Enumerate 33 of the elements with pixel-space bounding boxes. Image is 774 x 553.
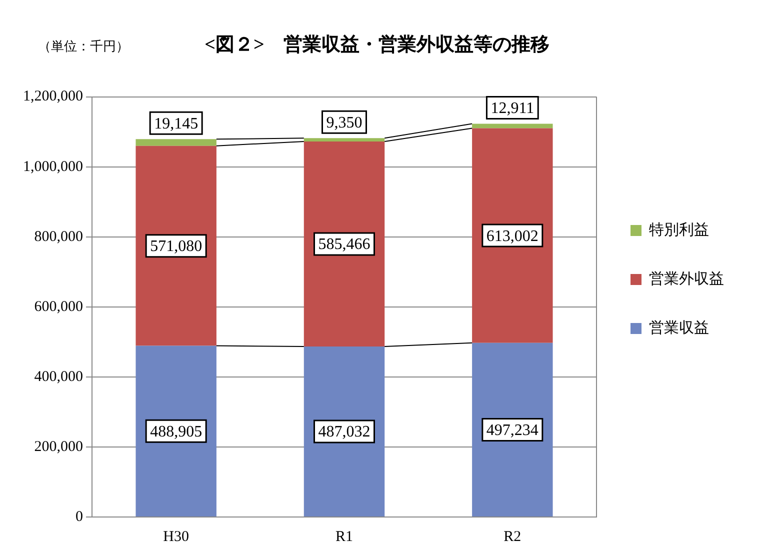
data-label: 9,350 [326, 114, 362, 132]
y-tick-label: 0 [76, 508, 83, 525]
y-tick-label: 800,000 [34, 228, 83, 245]
bar [304, 141, 385, 346]
data-label: 613,002 [486, 228, 538, 245]
data-label: 585,466 [318, 236, 370, 254]
y-tick-label: 400,000 [34, 368, 83, 385]
data-label: 12,911 [490, 100, 534, 117]
bar [304, 346, 385, 516]
y-tick-label: 1,200,000 [23, 88, 83, 105]
x-tick-label: R1 [335, 528, 354, 545]
data-label: 488,905 [150, 423, 202, 440]
data-label: 487,032 [318, 424, 370, 441]
x-tick-label: H30 [163, 528, 190, 545]
data-label: 497,234 [486, 422, 538, 439]
legend-label: 営業外収益 [649, 270, 724, 288]
bar [136, 146, 216, 346]
bar [472, 124, 553, 128]
y-tick-label: 200,000 [34, 438, 83, 455]
bar [472, 128, 553, 343]
y-tick-label: 1,000,000 [23, 158, 83, 175]
chart-title: <図２> 営業収益・営業外収益等の推移 [204, 33, 550, 56]
text: （単位：千円） [38, 38, 129, 54]
data-label: 571,080 [150, 238, 202, 256]
y-tick-label: 600,000 [34, 298, 83, 315]
bar [136, 346, 216, 516]
data-label: 19,145 [154, 115, 198, 132]
x-tick-label: R2 [504, 528, 522, 545]
legend-label: 特別利益 [649, 221, 709, 238]
bar [472, 342, 553, 516]
bar [304, 138, 385, 142]
bar [136, 139, 216, 146]
legend-label: 営業収益 [649, 319, 709, 336]
